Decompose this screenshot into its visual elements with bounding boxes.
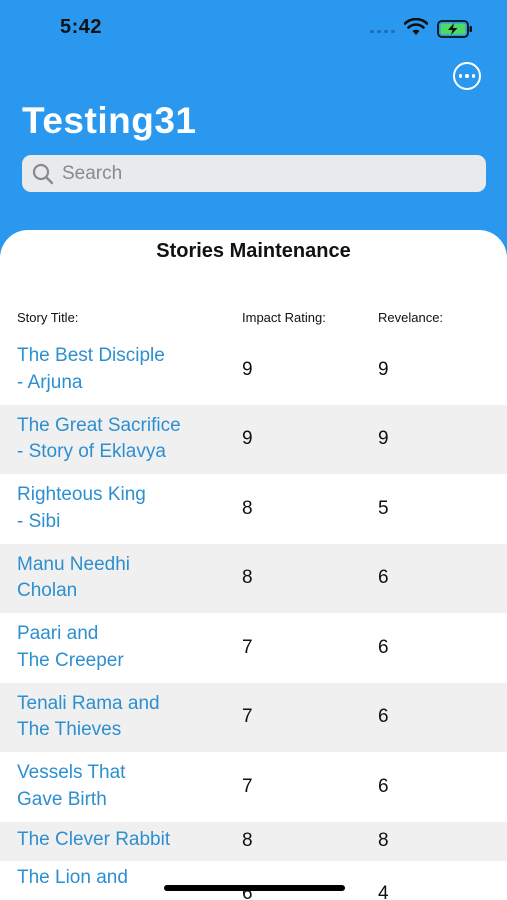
- story-row[interactable]: Tenali Rama and The Thieves 7 6: [0, 682, 507, 752]
- impact-rating: 8: [242, 567, 253, 589]
- story-title-link[interactable]: Manu Needhi Cholan: [17, 553, 131, 602]
- battery-charging-icon: [437, 20, 472, 38]
- stories-list: The Best Disciple - Arjuna 9 9 The Great…: [0, 335, 507, 900]
- story-row[interactable]: Vessels That Gave Birth 7 6: [0, 752, 507, 822]
- impact-rating: 7: [242, 636, 253, 658]
- impact-rating: 8: [242, 497, 253, 519]
- more-options-button[interactable]: [453, 62, 481, 90]
- story-title-link[interactable]: Vessels That Gave Birth: [17, 762, 126, 810]
- page-title: Testing31: [22, 100, 197, 141]
- story-row[interactable]: Righteous King - Sibi 8 5: [0, 474, 507, 544]
- story-title-link[interactable]: The Lion and: [17, 866, 128, 888]
- impact-rating: 9: [242, 358, 253, 380]
- story-row[interactable]: The Clever Rabbit 8 8: [0, 821, 507, 861]
- relevance-rating: 8: [378, 830, 389, 851]
- story-row[interactable]: The Great Sacrifice - Story of Eklavya 9…: [0, 404, 507, 474]
- impact-rating: 6: [242, 882, 253, 900]
- card-title: Stories Maintenance: [156, 240, 351, 262]
- story-title-link[interactable]: Righteous King - Sibi: [17, 484, 146, 532]
- relevance-rating: 6: [378, 706, 389, 728]
- column-header-relevance: Revelance:: [378, 310, 444, 325]
- story-title-link[interactable]: Paari and The Creeper: [17, 623, 124, 671]
- story-row[interactable]: Paari and The Creeper 7 6: [0, 613, 507, 683]
- impact-rating: 7: [242, 775, 253, 797]
- story-row[interactable]: Manu Needhi Cholan 8 6: [0, 543, 507, 613]
- column-header-impact: Impact Rating:: [242, 310, 326, 325]
- story-title-link[interactable]: The Clever Rabbit: [17, 828, 171, 850]
- relevance-rating: 9: [378, 428, 389, 450]
- relevance-rating: 6: [378, 636, 389, 658]
- status-bar: 5:42: [0, 0, 507, 56]
- relevance-rating: 9: [378, 358, 389, 380]
- ellipsis-icon: [458, 74, 463, 78]
- impact-rating: 9: [242, 428, 253, 450]
- story-title-link[interactable]: Tenali Rama and The Thieves: [17, 692, 160, 741]
- search-input[interactable]: [62, 162, 462, 185]
- column-header-title: Story Title:: [17, 310, 79, 325]
- impact-rating: 7: [242, 706, 253, 728]
- cellular-signal-icon: [370, 30, 395, 33]
- story-row[interactable]: The Best Disciple - Arjuna 9 9: [0, 335, 507, 405]
- stories-card: Stories Maintenance Story Title: Impact …: [0, 230, 507, 900]
- relevance-rating: 6: [378, 567, 389, 589]
- impact-rating: 8: [242, 830, 253, 851]
- relevance-rating: 4: [378, 882, 389, 900]
- story-title-link[interactable]: The Best Disciple - Arjuna: [17, 345, 165, 393]
- relevance-rating: 5: [378, 497, 389, 519]
- relevance-rating: 6: [378, 775, 389, 797]
- home-indicator[interactable]: [164, 885, 345, 891]
- search-bar[interactable]: [22, 155, 486, 192]
- story-row[interactable]: The Lion and 6 4: [0, 861, 507, 900]
- story-title-link[interactable]: The Great Sacrifice - Story of Eklavya: [17, 414, 181, 463]
- status-time: 5:42: [60, 16, 103, 38]
- wifi-icon: [404, 18, 428, 35]
- search-icon: [32, 163, 54, 184]
